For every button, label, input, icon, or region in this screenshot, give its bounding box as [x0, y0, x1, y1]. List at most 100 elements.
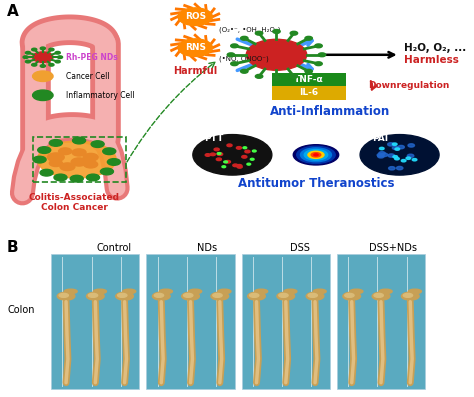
Ellipse shape	[37, 141, 116, 178]
Circle shape	[86, 174, 100, 181]
Text: B: B	[7, 240, 18, 255]
Circle shape	[54, 174, 67, 181]
Circle shape	[59, 148, 72, 154]
Circle shape	[33, 52, 53, 62]
Circle shape	[205, 154, 210, 156]
Circle shape	[214, 148, 219, 151]
Circle shape	[305, 37, 312, 40]
Circle shape	[395, 158, 399, 160]
Circle shape	[381, 153, 388, 156]
Circle shape	[250, 158, 254, 160]
Circle shape	[242, 156, 247, 158]
Circle shape	[227, 144, 232, 146]
Text: NDs: NDs	[197, 243, 217, 253]
Circle shape	[23, 56, 28, 58]
Ellipse shape	[279, 293, 288, 297]
Ellipse shape	[189, 289, 202, 294]
Circle shape	[392, 146, 399, 150]
Circle shape	[26, 52, 30, 54]
Text: Cancer Cell: Cancer Cell	[66, 72, 109, 81]
Circle shape	[395, 148, 400, 150]
Circle shape	[227, 53, 235, 57]
Ellipse shape	[249, 293, 259, 297]
Circle shape	[241, 69, 248, 73]
Circle shape	[318, 53, 326, 57]
Circle shape	[40, 65, 46, 67]
Text: PTT: PTT	[204, 134, 224, 143]
Ellipse shape	[57, 292, 75, 300]
Ellipse shape	[116, 292, 133, 300]
Ellipse shape	[314, 154, 318, 156]
Circle shape	[84, 161, 98, 168]
Text: Downregulation: Downregulation	[368, 81, 449, 90]
Text: Colon: Colon	[7, 304, 35, 315]
Ellipse shape	[345, 293, 354, 297]
Ellipse shape	[306, 292, 324, 300]
Ellipse shape	[379, 289, 392, 294]
Circle shape	[398, 145, 404, 149]
Circle shape	[193, 135, 272, 175]
Text: PAI: PAI	[372, 134, 388, 143]
Ellipse shape	[59, 293, 68, 297]
Circle shape	[237, 146, 241, 149]
Circle shape	[57, 56, 63, 58]
Circle shape	[71, 158, 87, 166]
Circle shape	[178, 39, 212, 56]
Circle shape	[72, 149, 86, 156]
Circle shape	[388, 143, 394, 146]
Circle shape	[225, 160, 230, 163]
FancyBboxPatch shape	[272, 86, 346, 100]
Ellipse shape	[304, 150, 328, 160]
Circle shape	[47, 153, 64, 162]
Circle shape	[178, 8, 212, 25]
Ellipse shape	[86, 292, 104, 300]
Circle shape	[247, 163, 251, 165]
Circle shape	[377, 154, 383, 157]
Circle shape	[49, 48, 54, 51]
Ellipse shape	[255, 289, 268, 294]
Circle shape	[315, 44, 322, 48]
FancyBboxPatch shape	[146, 254, 235, 389]
Ellipse shape	[350, 289, 363, 294]
Text: Antitumor Theranostics: Antitumor Theranostics	[238, 177, 394, 190]
Text: Harmless: Harmless	[404, 54, 459, 65]
Circle shape	[73, 137, 86, 144]
Circle shape	[396, 166, 403, 170]
Ellipse shape	[183, 293, 193, 297]
Text: DSS+NDs: DSS+NDs	[369, 243, 417, 253]
Circle shape	[38, 147, 51, 153]
Text: Inflammatory Cell: Inflammatory Cell	[66, 91, 135, 100]
Circle shape	[49, 140, 63, 146]
Circle shape	[290, 75, 298, 78]
Ellipse shape	[308, 151, 324, 158]
Circle shape	[40, 47, 46, 50]
Circle shape	[290, 31, 298, 35]
Text: RNS: RNS	[185, 43, 206, 52]
Circle shape	[273, 29, 280, 33]
Text: (O₂•⁻, •OH, H₂O₂): (O₂•⁻, •OH, H₂O₂)	[219, 27, 281, 33]
Circle shape	[83, 153, 98, 161]
Circle shape	[231, 44, 238, 48]
Circle shape	[273, 76, 280, 80]
Ellipse shape	[118, 293, 127, 297]
Text: Rh-PEG NDs: Rh-PEG NDs	[66, 53, 118, 62]
Ellipse shape	[293, 145, 338, 165]
Text: (•NO, ONOO⁻): (•NO, ONOO⁻)	[219, 55, 269, 62]
Ellipse shape	[308, 293, 318, 297]
Circle shape	[216, 158, 221, 161]
Ellipse shape	[409, 289, 421, 294]
Ellipse shape	[343, 292, 361, 300]
Circle shape	[40, 170, 53, 176]
Circle shape	[91, 141, 104, 147]
Circle shape	[243, 147, 246, 149]
Circle shape	[380, 147, 384, 150]
Ellipse shape	[159, 289, 173, 294]
Text: H₂O, O₂, ...: H₂O, O₂, ...	[404, 42, 466, 53]
Circle shape	[60, 163, 75, 171]
Circle shape	[108, 159, 120, 165]
FancyBboxPatch shape	[272, 73, 346, 87]
Circle shape	[241, 37, 248, 40]
Circle shape	[388, 154, 394, 157]
Circle shape	[305, 69, 312, 73]
FancyBboxPatch shape	[242, 254, 330, 389]
